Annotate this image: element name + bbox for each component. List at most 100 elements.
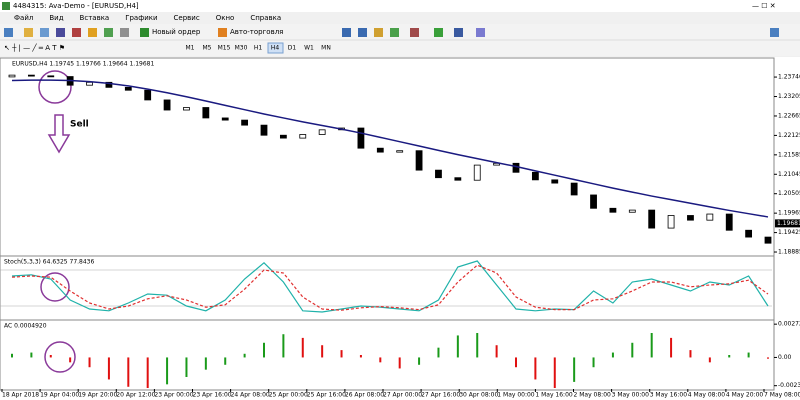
time-label: 2 May 08:00 xyxy=(574,392,612,399)
price-tick-label: 1.22665 xyxy=(778,112,800,119)
menu-item[interactable]: Вид xyxy=(49,14,63,22)
icon[interactable] xyxy=(24,28,33,37)
timeframe-button[interactable]: M30 xyxy=(235,45,248,52)
ac-bar xyxy=(456,335,459,358)
icon[interactable] xyxy=(770,28,779,37)
time-label: 18 Apr 2018 xyxy=(2,392,39,399)
ac-bar xyxy=(301,337,304,358)
timeframe-button[interactable]: W1 xyxy=(304,45,314,52)
titlebar xyxy=(0,0,800,12)
price-tick-label: 1.21585 xyxy=(778,151,800,158)
ac-tick-label: 0.00 xyxy=(778,354,792,361)
ac-bar xyxy=(263,342,265,358)
timeframe-button[interactable]: M1 xyxy=(186,45,195,52)
candle xyxy=(202,107,210,119)
time-label: 3 May 16:00 xyxy=(650,392,688,399)
icon[interactable] xyxy=(4,28,13,37)
highlight-circle xyxy=(40,272,70,302)
candle xyxy=(435,169,442,179)
icon[interactable] xyxy=(218,28,227,37)
ac-bar xyxy=(166,357,169,385)
new-order-button[interactable]: Новый ордер xyxy=(152,28,201,36)
timeframe-button[interactable]: MN xyxy=(321,45,331,52)
price-tick-label: 1.20505 xyxy=(778,190,800,197)
ac-bar xyxy=(573,357,576,382)
ac-bar xyxy=(495,345,498,358)
stoch-main xyxy=(11,260,769,313)
time-label: 25 Apr 16:00 xyxy=(307,392,346,399)
candle xyxy=(473,164,481,181)
icon[interactable] xyxy=(72,28,81,37)
menu-item[interactable]: Графики xyxy=(125,14,157,22)
time-label: 20 Apr 12:00 xyxy=(116,392,155,399)
ac-bar xyxy=(185,357,188,377)
time-label: 23 Apr 00:00 xyxy=(154,392,193,399)
icon[interactable] xyxy=(104,28,113,37)
ac-bar xyxy=(146,357,149,388)
candle xyxy=(357,127,365,149)
current-price-label: 1.19681 xyxy=(777,220,800,227)
menu-item[interactable]: Сервис xyxy=(174,14,200,22)
timeframe-button[interactable]: H1 xyxy=(254,45,263,52)
window-controls[interactable]: — ☐ ✕ xyxy=(752,2,776,10)
icon[interactable] xyxy=(358,28,367,37)
time-label: 26 Apr 08:00 xyxy=(345,392,384,399)
menu-item[interactable]: Окно xyxy=(216,14,235,22)
ac-bar xyxy=(553,357,556,388)
candle xyxy=(183,107,190,111)
auto-trading-button[interactable]: Авто-торговля xyxy=(230,28,283,36)
chart-area xyxy=(0,57,800,400)
candle xyxy=(745,229,753,238)
ac-bar xyxy=(515,357,517,368)
ac-bar xyxy=(224,357,227,365)
ac-bar xyxy=(534,357,537,380)
timeframe-button-bg[interactable] xyxy=(267,42,284,54)
menu-item[interactable]: Вставка xyxy=(80,14,110,22)
toolbar-icons: ↖ ┼ | — ╱ ═ A T ⚑ xyxy=(4,28,779,52)
icon[interactable] xyxy=(140,28,149,37)
icon[interactable] xyxy=(454,28,463,37)
time-label: 4 May 08:00 xyxy=(688,392,726,399)
time-label: 1 May 00:00 xyxy=(497,392,535,399)
ac-bar xyxy=(592,357,595,368)
time-label: 27 Apr 16:00 xyxy=(421,392,460,399)
icon[interactable] xyxy=(374,28,383,37)
stoch-header: Stoch(5,3,3) 64.6325 77.8436 xyxy=(4,259,95,266)
menu-item[interactable]: Файл xyxy=(14,14,33,22)
icon[interactable] xyxy=(40,28,49,37)
icon[interactable] xyxy=(120,28,129,37)
icon[interactable] xyxy=(88,28,97,37)
candle xyxy=(279,134,287,139)
time-label: 24 Apr 08:00 xyxy=(231,392,270,399)
time-label: 25 Apr 00:00 xyxy=(269,392,308,399)
timeframe-button[interactable]: H4 xyxy=(271,45,280,52)
timeframe-button[interactable]: M5 xyxy=(203,45,212,52)
ac-bar xyxy=(321,345,324,358)
pane-frame xyxy=(0,319,775,391)
time-label: 19 Apr 04:00 xyxy=(40,392,79,399)
candle xyxy=(551,179,559,184)
candle xyxy=(241,119,249,126)
window-title: 4484315: Ava-Demo - [EURUSD,H4] xyxy=(13,2,139,10)
ac-bar xyxy=(728,355,731,358)
menu-item[interactable]: Справка xyxy=(250,14,281,22)
ac-bar xyxy=(437,347,440,358)
time-label: 7 May 08:00 xyxy=(764,392,800,399)
price-tick-label: 1.23205 xyxy=(778,93,800,100)
icon[interactable] xyxy=(410,28,419,37)
time-label: 4 May 20:00 xyxy=(726,392,764,399)
icon[interactable] xyxy=(390,28,399,37)
icon[interactable] xyxy=(56,28,65,37)
price-tick-label: 1.19425 xyxy=(778,229,800,236)
highlight-circle xyxy=(44,341,76,373)
timeframe-button[interactable]: M15 xyxy=(218,45,231,52)
timeframe-button[interactable]: D1 xyxy=(288,45,297,52)
time-label: 3 May 00:00 xyxy=(612,392,650,399)
cursor-tools[interactable]: ↖ ┼ | — ╱ ═ A T ⚑ xyxy=(4,43,65,52)
time-label: 19 Apr 20:00 xyxy=(78,392,117,399)
ac-bar xyxy=(88,357,91,368)
candle xyxy=(8,74,16,78)
icon[interactable] xyxy=(342,28,351,37)
icon[interactable] xyxy=(434,28,443,37)
icon[interactable] xyxy=(476,28,485,37)
